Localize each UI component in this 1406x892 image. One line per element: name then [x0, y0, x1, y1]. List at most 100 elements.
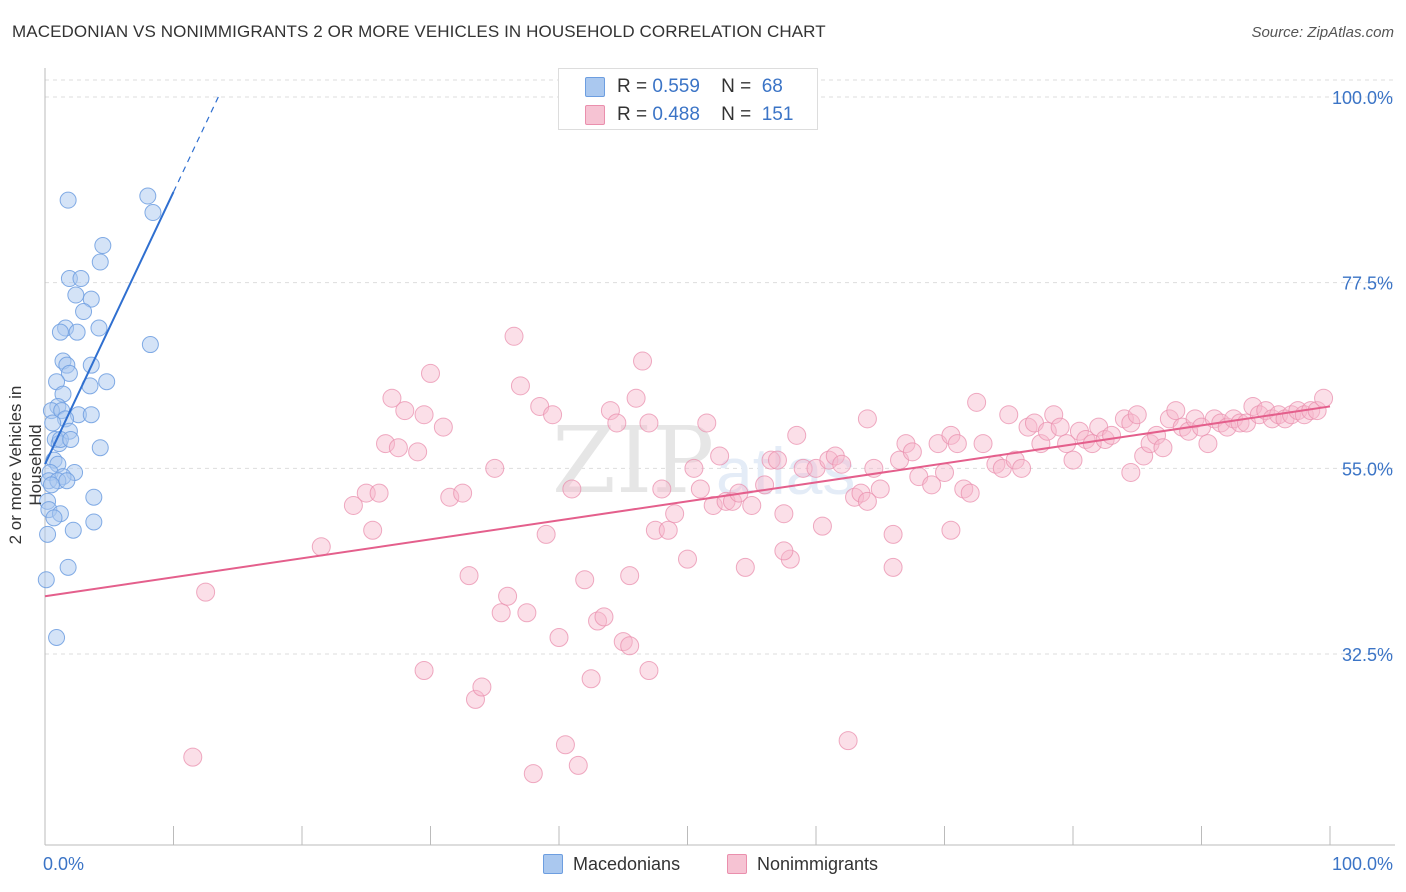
nonimmigrants-n-value: 151 — [761, 104, 794, 125]
nonimmigrants-point — [421, 363, 440, 383]
nonimmigrants-point — [941, 520, 961, 540]
y-axis-label: 2 or more Vehicles in Household — [6, 385, 45, 545]
nonimmigrants-point — [774, 541, 794, 561]
macedonians-r-value: 0.559 — [652, 76, 700, 97]
nonimmigrants-point — [600, 401, 620, 421]
source-credit: Source: ZipAtlas.com — [1251, 24, 1394, 41]
nonimmigrants-point — [1050, 417, 1070, 437]
axes — [44, 68, 1395, 846]
nonimmigrants-point — [678, 549, 697, 569]
nonimmigrants-point — [498, 586, 518, 606]
nonimmigrants-point — [767, 450, 787, 470]
nonimmigrants-point — [1044, 405, 1064, 425]
macedonians-point — [98, 373, 116, 391]
nonimmigrants-point — [1314, 388, 1334, 408]
macedonians-point — [72, 270, 90, 288]
grid-lines — [45, 79, 1395, 655]
macedonians-point — [144, 204, 162, 222]
macedonians-point — [59, 191, 77, 209]
nonimmigrants-point — [382, 388, 402, 408]
nonimmigrants-point — [472, 677, 492, 697]
nonimmigrants-point — [697, 413, 717, 433]
nonimmigrants-point — [568, 755, 588, 775]
nonimmigrants-point — [1121, 462, 1141, 482]
x-tick-label-max: 100.0% — [1332, 854, 1393, 874]
nonimmigrants-point — [1198, 434, 1218, 454]
nonimmigrants-point — [639, 661, 659, 681]
nonimmigrants-point — [363, 520, 383, 540]
macedonians-point — [39, 525, 57, 543]
nonimmigrants-point — [453, 483, 473, 503]
nonimmigrants-point — [857, 409, 877, 429]
nonimmigrants-point — [620, 566, 640, 586]
nonimmigrants-point — [523, 764, 543, 784]
macedonians-point — [139, 187, 157, 205]
nonimmigrants-point — [607, 413, 627, 433]
nonimmigrants-point — [369, 483, 389, 503]
nonimmigrants-point — [735, 557, 755, 577]
nonimmigrants-point — [543, 405, 563, 425]
nonimmigrants-point — [343, 495, 363, 515]
macedonians-n-value: 68 — [761, 76, 783, 97]
y-tick-label: 100.0% — [1332, 88, 1393, 108]
nonimmigrants-point — [183, 747, 203, 767]
macedonians-point — [45, 509, 63, 527]
nonimmigrants-trend-line — [44, 405, 1331, 598]
chart-title: MACEDONIAN VS NONIMMIGRANTS 2 OR MORE VE… — [12, 22, 826, 41]
nonimmigrants-point — [639, 413, 659, 433]
nonimmigrants-point — [857, 491, 877, 511]
macedonians-point — [42, 476, 60, 494]
nonimmigrants-point — [414, 661, 434, 681]
macedonians-point — [94, 237, 112, 255]
nonimmigrants-r-value: 0.488 — [652, 104, 700, 125]
x-tick-label-min: 0.0% — [43, 854, 84, 874]
nonimmigrants-point — [967, 392, 987, 412]
nonimmigrants-point — [1134, 446, 1154, 466]
nonimmigrants-point — [485, 458, 505, 478]
nonimmigrants-point — [196, 582, 216, 602]
nonimmigrants-point — [883, 524, 903, 544]
macedonians-trend-line — [44, 191, 175, 465]
macedonians-point — [51, 323, 69, 341]
nonimmigrants-point — [581, 669, 601, 689]
macedonians-point — [60, 364, 78, 382]
nonimmigrants-point — [703, 495, 723, 515]
nonimmigrants-point — [812, 516, 832, 536]
nonimmigrants-swatch — [585, 105, 605, 125]
nonimmigrants-point — [652, 479, 672, 499]
watermark-zip: ZIP — [552, 407, 714, 514]
nonimmigrants-legend-label: Nonimmigrants — [757, 853, 879, 874]
macedonians-trend-extension — [172, 96, 220, 193]
nonimmigrants-point — [1166, 401, 1186, 421]
nonimmigrants-point — [922, 475, 942, 495]
macedonians-point — [59, 558, 77, 576]
nonimmigrants-point — [620, 636, 640, 656]
nonimmigrants-point — [510, 376, 530, 396]
macedonians-point — [64, 521, 82, 539]
macedonians-point — [67, 286, 85, 304]
nonimmigrants-point — [870, 479, 890, 499]
macedonians-r-label: R = — [617, 76, 648, 97]
nonimmigrants-point — [935, 462, 954, 482]
nonimmigrants-point — [433, 417, 453, 437]
nonimmigrants-n-label: N = — [721, 104, 752, 125]
macedonians-point — [37, 571, 55, 589]
y-tick-label: 32.5% — [1342, 645, 1393, 665]
nonimmigrants-point — [504, 326, 524, 346]
nonimmigrants-point — [1012, 458, 1032, 478]
nonimmigrants-point — [555, 735, 575, 755]
macedonians-swatch — [585, 77, 605, 97]
macedonians-legend-label: Macedonians — [573, 853, 681, 874]
nonimmigrants-point — [684, 458, 704, 478]
nonimmigrants-point — [633, 351, 653, 371]
nonimmigrants-point — [774, 504, 794, 524]
legend-item-nonimmigrants: Nonimmigrants — [727, 852, 878, 876]
macedonians-legend-swatch — [543, 854, 563, 874]
trend-lines — [44, 96, 1331, 598]
macedonians-point — [68, 323, 86, 341]
macedonians-point — [141, 336, 159, 354]
macedonians-point — [44, 414, 62, 432]
nonimmigrants-point — [562, 479, 582, 499]
macedonians-point — [91, 439, 109, 457]
